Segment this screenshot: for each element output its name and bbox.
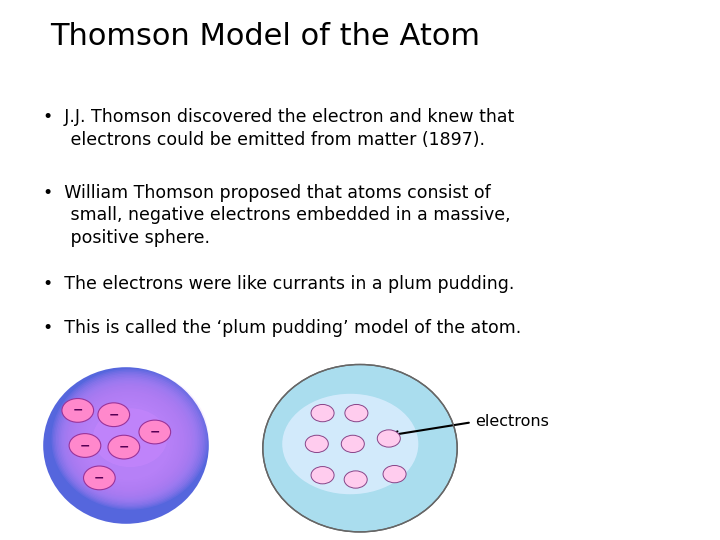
Ellipse shape — [78, 396, 179, 487]
Ellipse shape — [102, 421, 153, 466]
Text: −: − — [73, 404, 83, 417]
Ellipse shape — [112, 431, 141, 457]
Ellipse shape — [108, 435, 140, 459]
Text: −: − — [109, 408, 119, 421]
Ellipse shape — [60, 378, 199, 502]
Ellipse shape — [80, 398, 177, 485]
Ellipse shape — [122, 441, 131, 449]
Text: −: − — [94, 471, 104, 484]
Ellipse shape — [69, 434, 101, 457]
Ellipse shape — [377, 430, 400, 447]
Ellipse shape — [55, 372, 205, 507]
Ellipse shape — [311, 404, 334, 422]
Text: −: − — [80, 439, 90, 452]
Ellipse shape — [74, 392, 184, 490]
Ellipse shape — [63, 381, 196, 500]
Ellipse shape — [282, 394, 418, 494]
Ellipse shape — [71, 389, 187, 493]
Ellipse shape — [83, 401, 174, 483]
Text: •  J.J. Thomson discovered the electron and knew that
     electrons could be em: • J.J. Thomson discovered the electron a… — [43, 108, 515, 149]
Ellipse shape — [139, 420, 171, 444]
Ellipse shape — [84, 402, 172, 482]
Ellipse shape — [311, 467, 334, 484]
Ellipse shape — [59, 376, 200, 503]
Ellipse shape — [107, 426, 148, 462]
Ellipse shape — [109, 429, 144, 460]
Ellipse shape — [263, 364, 457, 532]
Ellipse shape — [117, 436, 136, 453]
Ellipse shape — [344, 471, 367, 488]
Ellipse shape — [77, 395, 181, 488]
Ellipse shape — [65, 382, 194, 498]
Ellipse shape — [105, 424, 149, 463]
Ellipse shape — [66, 384, 192, 497]
Ellipse shape — [52, 369, 209, 510]
Ellipse shape — [345, 404, 368, 422]
Ellipse shape — [90, 409, 166, 476]
Ellipse shape — [101, 420, 154, 467]
Ellipse shape — [87, 406, 169, 479]
Ellipse shape — [119, 438, 134, 452]
Text: electrons: electrons — [475, 414, 549, 429]
Ellipse shape — [96, 415, 159, 471]
Ellipse shape — [89, 407, 167, 477]
Ellipse shape — [125, 444, 127, 447]
Ellipse shape — [341, 435, 364, 453]
Ellipse shape — [95, 413, 161, 472]
Text: Thomson Model of the Atom: Thomson Model of the Atom — [50, 22, 480, 51]
Ellipse shape — [76, 393, 182, 489]
Text: −: − — [150, 426, 160, 438]
Ellipse shape — [62, 399, 94, 422]
Ellipse shape — [53, 370, 207, 509]
Ellipse shape — [114, 433, 139, 456]
Text: •  This is called the ‘plum pudding’ model of the atom.: • This is called the ‘plum pudding’ mode… — [43, 319, 521, 336]
Text: −: − — [119, 441, 129, 454]
Ellipse shape — [98, 403, 130, 427]
Ellipse shape — [108, 427, 146, 461]
Ellipse shape — [93, 411, 163, 474]
Text: •  The electrons were like currants in a plum pudding.: • The electrons were like currants in a … — [43, 275, 515, 293]
Ellipse shape — [104, 422, 150, 465]
Ellipse shape — [123, 442, 130, 448]
Ellipse shape — [69, 387, 189, 494]
Ellipse shape — [99, 418, 156, 469]
Ellipse shape — [305, 435, 328, 453]
Ellipse shape — [91, 410, 164, 475]
Ellipse shape — [58, 375, 202, 504]
Ellipse shape — [111, 430, 143, 458]
Ellipse shape — [62, 380, 197, 501]
Ellipse shape — [84, 466, 115, 490]
Ellipse shape — [81, 400, 176, 484]
Ellipse shape — [116, 435, 138, 455]
Ellipse shape — [43, 367, 209, 524]
Ellipse shape — [56, 373, 204, 506]
Ellipse shape — [72, 390, 186, 492]
Ellipse shape — [68, 386, 191, 496]
Ellipse shape — [98, 416, 158, 470]
Ellipse shape — [383, 465, 406, 483]
Ellipse shape — [93, 408, 167, 467]
Ellipse shape — [120, 440, 132, 451]
Text: •  William Thomson proposed that atoms consist of
     small, negative electrons: • William Thomson proposed that atoms co… — [43, 184, 510, 247]
Ellipse shape — [86, 404, 171, 480]
